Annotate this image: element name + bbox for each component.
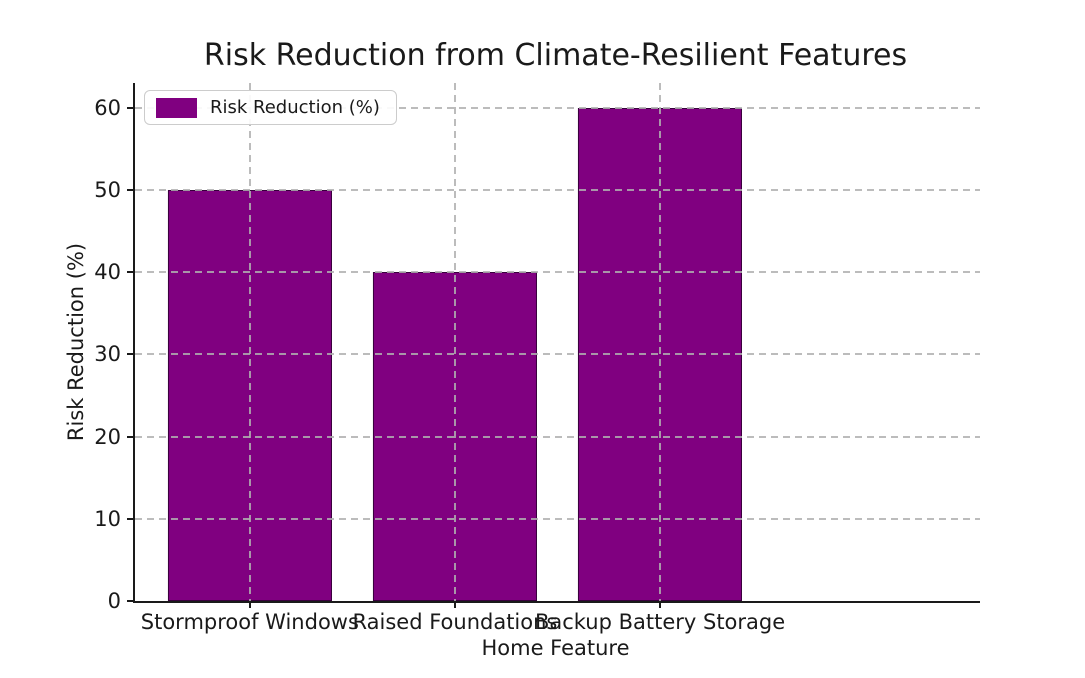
y-tick-label: 40 [94,260,121,285]
y-tick-mark [127,271,133,274]
y-tick-mark [127,353,133,356]
y-tick-label: 10 [94,506,121,531]
x-tick-mark [659,603,662,608]
y-tick-label: 50 [94,177,121,202]
y-tick-mark [127,435,133,438]
y-tick-mark [127,188,133,191]
y-tick-label: 60 [94,95,121,120]
legend-swatch [156,97,197,118]
x-tick-label: Backup Battery Storage [534,610,786,634]
y-tick-mark [127,106,133,109]
chart-title: Risk Reduction from Climate-Resilient Fe… [203,38,908,73]
legend-label: Risk Reduction (%) [210,97,380,118]
y-tick-mark [127,517,133,520]
x-tick-label: Stormproof Windows [140,610,359,634]
legend: Risk Reduction (%) [144,90,397,125]
bar [167,189,332,601]
y-tick-label: 30 [94,342,121,367]
y-tick-label: 0 [107,589,121,613]
y-tick-mark [127,600,133,602]
plot-area: Risk Reduction (%) 0 10 20 30 40 50 60 Stormpro… [94,83,980,634]
y-axis-label: Risk Reduction (%) [64,242,88,442]
x-axis-label: Home Feature [481,636,630,660]
x-tick-label: Raised Foundations [352,610,558,634]
y-tick-label: 20 [94,424,121,449]
bar [372,272,537,601]
x-tick-mark [248,603,251,608]
bar [578,107,743,601]
x-tick-mark [453,603,456,608]
